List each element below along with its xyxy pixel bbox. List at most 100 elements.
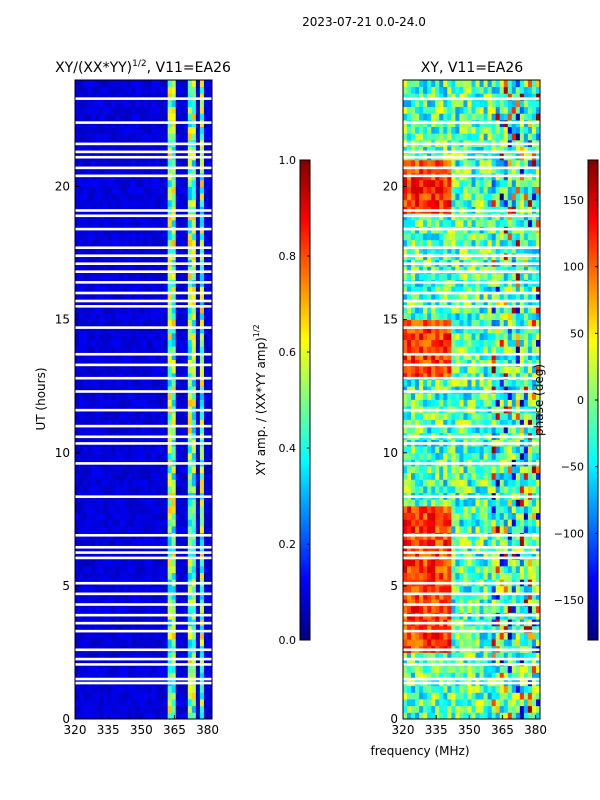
heatmap-cell [87,133,92,141]
heatmap-cell [415,592,420,600]
heatmap-cell [459,545,464,553]
heatmap-cell [147,372,152,380]
heatmap-cell [179,605,185,613]
heatmap-cell [83,672,88,680]
heatmap-cell [83,319,88,327]
heatmap-cell [431,599,436,607]
heatmap-cell [107,545,112,553]
heatmap-cell [535,479,541,487]
heatmap-cell [423,545,428,553]
heatmap-cell [143,179,148,187]
heatmap-cell [463,685,468,693]
heatmap-cell [495,672,501,680]
heatmap-cell [423,525,428,534]
heatmap-cell [471,446,476,454]
heatmap-cell [115,332,120,340]
heatmap-cell [499,506,505,514]
heatmap-cell [111,319,116,327]
heatmap-cell [155,199,161,207]
heatmap-cell [195,306,201,314]
heatmap-cell [451,699,456,707]
heatmap-cell [159,605,165,613]
heatmap-cell [407,592,412,600]
heatmap-cell [163,146,169,154]
heatmap-cell [131,319,136,327]
heatmap-cell [155,705,161,713]
heatmap-cell [83,552,88,560]
heatmap-cell [143,419,148,427]
heatmap-cell [495,525,501,534]
heatmap-cell [127,399,132,407]
heatmap-cell [175,80,181,88]
heatmap-cell [199,239,205,247]
heatmap-cell [415,466,420,474]
heatmap-cell [103,499,108,507]
heatmap-cell [187,585,193,593]
heatmap-cell [451,446,456,454]
heatmap-cell [463,479,468,487]
heatmap-cell [207,352,213,360]
heatmap-cell [171,386,177,394]
heatmap-cell [195,572,201,580]
heatmap-cell [139,652,144,660]
heatmap-cell [487,685,493,693]
phase-heatmap [403,80,541,720]
heatmap-cell [191,86,197,94]
heatmap-cell [191,685,197,693]
heatmap-cell [507,639,513,647]
heatmap-cell [199,113,205,121]
heatmap-cell [443,665,448,673]
heatmap-cell [199,326,205,334]
heatmap-cell [75,299,80,307]
heatmap-cell [207,652,213,660]
heatmap-cell [499,419,505,427]
heatmap-cell [87,472,92,480]
heatmap-cell [439,539,444,547]
heatmap-cell [467,599,472,607]
heatmap-cell [199,539,205,547]
heatmap-cell [431,479,436,487]
heatmap-cell [515,486,521,494]
flagged-time-gap [75,681,212,685]
heatmap-cell [499,572,505,580]
heatmap-cell [199,366,205,374]
heatmap-cell [495,446,501,454]
heatmap-cell [135,346,140,354]
heatmap-cell [159,93,165,101]
flagged-time-gap [75,603,212,606]
heatmap-cell [447,545,452,553]
heatmap-cell [119,426,124,434]
heatmap-cell [427,632,432,640]
heatmap-cell [171,339,177,347]
heatmap-cell [99,359,104,367]
heatmap-cell [91,286,96,294]
heatmap-cell [155,519,161,527]
heatmap-cell [151,446,156,454]
heatmap-cell [183,539,189,547]
heatmap-cell [511,552,517,560]
heatmap-cell [183,486,189,494]
heatmap-cell [179,266,185,274]
heatmap-cell [75,506,80,514]
heatmap-cell [147,339,152,347]
heatmap-cell [159,392,165,400]
heatmap-cell [483,699,489,707]
heatmap-cell [531,685,537,693]
heatmap-cell [207,419,213,427]
heatmap-cell [115,346,120,354]
heatmap-cell [83,519,88,527]
heatmap-cell [471,699,476,707]
heatmap-cell [167,246,173,254]
heatmap-cell [203,199,209,207]
heatmap-cell [139,585,144,593]
heatmap-cell [491,685,497,693]
heatmap-cell [175,412,181,420]
heatmap-cell [403,625,408,633]
heatmap-cell [523,599,529,607]
heatmap-cell [167,419,173,427]
heatmap-cell [431,585,436,593]
heatmap-cell [91,179,96,187]
heatmap-cell [447,559,452,567]
flagged-time-gap [75,629,212,633]
